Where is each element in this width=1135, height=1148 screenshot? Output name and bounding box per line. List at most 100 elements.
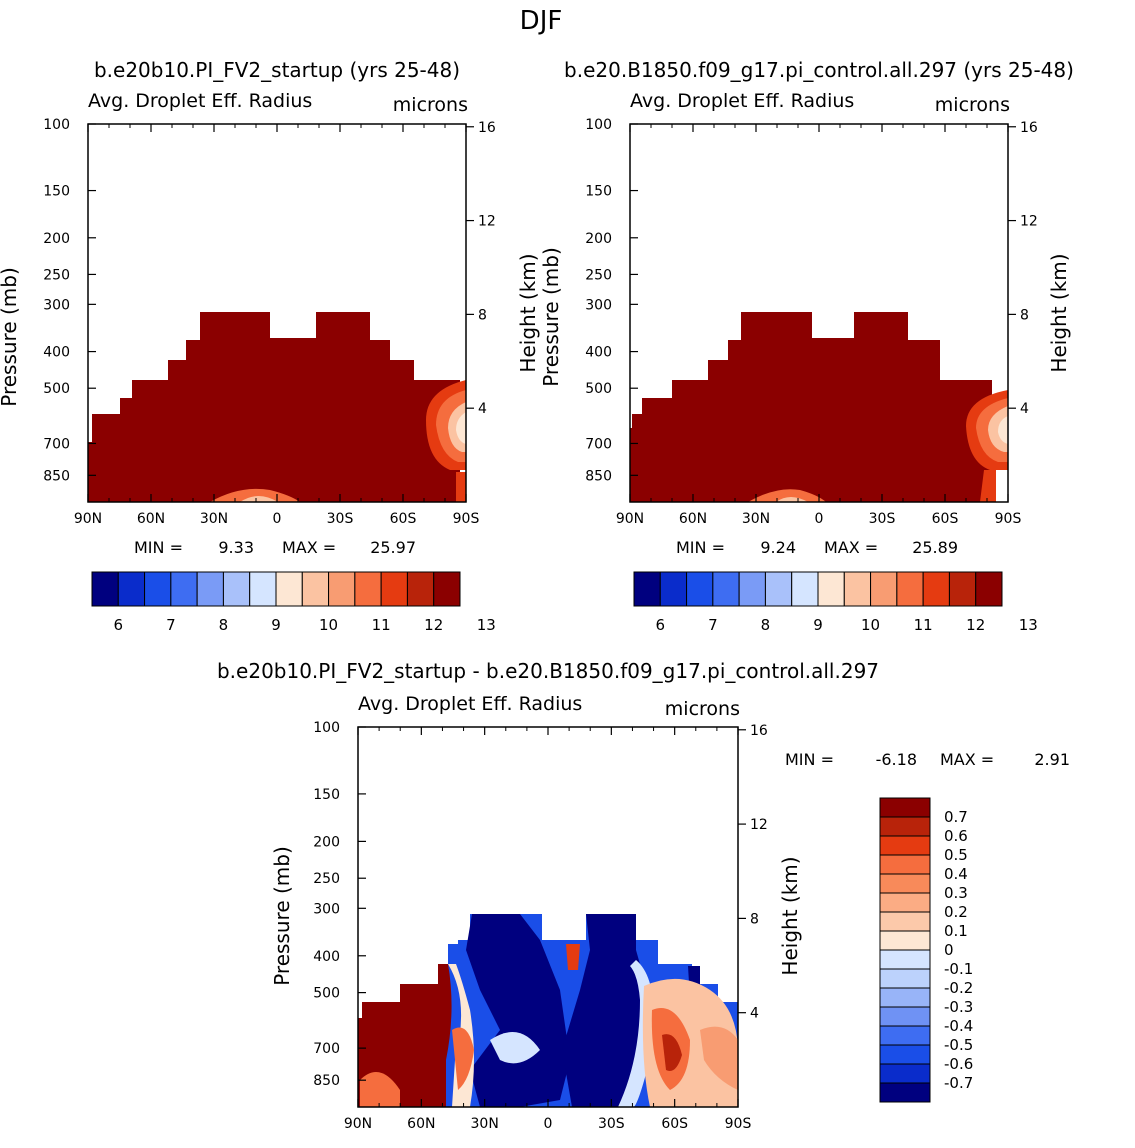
colorbar-label: -0.3	[944, 998, 973, 1016]
y-tick-label-left: 250	[313, 871, 340, 887]
colorbar-swatch	[144, 571, 172, 607]
weak-negative-patch	[490, 1032, 540, 1064]
colorbar-swatch	[91, 571, 119, 607]
negative-core-1	[466, 914, 570, 1107]
colorbar-swatch	[896, 571, 924, 607]
x-tick-label: 30S	[598, 1116, 625, 1132]
colorbar-label: 6	[656, 616, 666, 634]
y-tick-label-left: 150	[313, 787, 340, 803]
y-tick-label-left: 150	[585, 184, 612, 200]
y-tick-label-left: 400	[585, 345, 612, 361]
colorbar-swatch	[328, 571, 356, 607]
min-label: MIN =	[134, 538, 183, 557]
y-axis-label-left: Pressure (mb)	[0, 267, 21, 407]
colorbar-swatch	[879, 911, 931, 932]
southern-edge-bottom	[456, 472, 466, 502]
colorbar-label: 11	[914, 616, 933, 634]
colorbar-swatch	[879, 873, 931, 894]
y-axis-label-right: Height (km)	[1047, 253, 1071, 372]
y-tick-label-right: 4	[750, 1006, 759, 1022]
colorbar-label: 7	[708, 616, 718, 634]
y-tick-label-left: 150	[43, 184, 70, 200]
field-plot	[630, 312, 1008, 502]
y-tick-label-left: 400	[313, 949, 340, 965]
variable-title: Avg. Droplet Eff. Radius	[630, 90, 854, 112]
y-tick-label-left: 700	[585, 436, 612, 452]
colorbar-label: -0.6	[944, 1055, 973, 1073]
y-axis-label-right: Height (km)	[516, 253, 540, 372]
y-tick-label-right: 8	[478, 307, 487, 323]
x-tick-label: 90S	[725, 1116, 752, 1132]
case1-title: b.e20b10.PI_FV2_startup (yrs 25-48)	[94, 58, 460, 82]
y-tick-label-left: 500	[313, 986, 340, 1002]
max-value: 2.91	[1034, 750, 1070, 769]
positive-upper-blob	[566, 944, 580, 970]
y-axis-label-left: Pressure (mb)	[270, 846, 294, 986]
x-tick-label: 90N	[344, 1116, 372, 1132]
colorbar-swatch	[879, 1063, 931, 1084]
positive-sh-outer-2	[700, 1026, 738, 1090]
colorbar-label: 0	[944, 941, 954, 959]
positive-nh	[358, 964, 452, 1107]
y-tick-label-left: 850	[43, 468, 70, 484]
max-label: MAX =	[824, 538, 878, 557]
colorbar-swatch	[879, 1082, 931, 1103]
tropical-surface-shading-2	[776, 497, 808, 502]
colorbar-swatch	[870, 571, 898, 607]
colorbar-label: -0.2	[944, 979, 973, 997]
x-tick-label: 60N	[679, 511, 707, 527]
southern-edge-shading-4	[998, 416, 1008, 444]
y-tick-label-left: 300	[313, 901, 340, 917]
colorbar-swatch	[764, 571, 793, 607]
x-tick-label: 60N	[407, 1116, 435, 1132]
case2-title: b.e20.B1850.f09_g17.pi_control.all.297 (…	[564, 58, 1074, 82]
x-tick-label: 0	[544, 1116, 553, 1132]
y-tick-label-left: 500	[585, 381, 612, 397]
y-tick-label-left: 300	[43, 297, 70, 313]
colorbar: 6 7 8 9 10 11 12 13	[633, 571, 1038, 634]
y-tick-label-left: 850	[313, 1073, 340, 1089]
colorbar-label: 8	[219, 616, 229, 634]
colorbar-swatch	[879, 854, 931, 875]
colorbar-label: 0.2	[944, 903, 968, 921]
colorbar-swatch	[222, 571, 251, 607]
y-tick-label-left: 400	[43, 345, 70, 361]
colorbar-swatch	[712, 571, 740, 607]
cloud-field	[88, 312, 460, 502]
colorbar-swatch	[275, 571, 303, 607]
colorbar-label: 10	[319, 616, 338, 634]
colorbar-swatch	[301, 571, 330, 607]
y-tick-label-left: 100	[313, 720, 340, 736]
y-tick-label-left: 100	[43, 117, 70, 133]
y-tick-label-left: 250	[585, 267, 612, 283]
colorbar-label: 9	[813, 616, 823, 634]
x-tick-label: 0	[815, 511, 824, 527]
colorbar-label: -0.4	[944, 1017, 973, 1035]
colorbar-swatch	[659, 571, 688, 607]
colorbar-label: 7	[166, 616, 176, 634]
x-tick-label: 60S	[390, 511, 417, 527]
x-tick-label: 90S	[995, 511, 1022, 527]
colorbar-swatch	[879, 797, 931, 818]
colorbar-swatch	[879, 1006, 931, 1027]
colorbar-label: 0.5	[944, 846, 968, 864]
cloud-field	[630, 312, 992, 502]
colorbar-swatch	[249, 571, 277, 607]
colorbar-swatch	[817, 571, 845, 607]
max-value: 25.89	[912, 538, 958, 557]
colorbar-swatch	[879, 816, 931, 837]
colorbar-swatch	[791, 571, 819, 607]
tropical-surface-shading-2	[240, 496, 278, 502]
panel-case1: Avg. Droplet Eff. Radius microns 1001502…	[0, 90, 540, 634]
colorbar-label: 0.7	[944, 808, 968, 826]
colorbar-swatch	[380, 571, 408, 607]
min-value: 9.24	[760, 538, 796, 557]
y-axis-label-right: Height (km)	[778, 856, 802, 975]
colorbar-label: 12	[966, 616, 985, 634]
colorbar-swatch	[170, 571, 198, 607]
positive-nh-tongue	[452, 1027, 474, 1090]
y-tick-label-left: 200	[43, 231, 70, 247]
y-tick-label-right: 8	[750, 911, 759, 927]
colorbar-swatch	[633, 571, 661, 607]
